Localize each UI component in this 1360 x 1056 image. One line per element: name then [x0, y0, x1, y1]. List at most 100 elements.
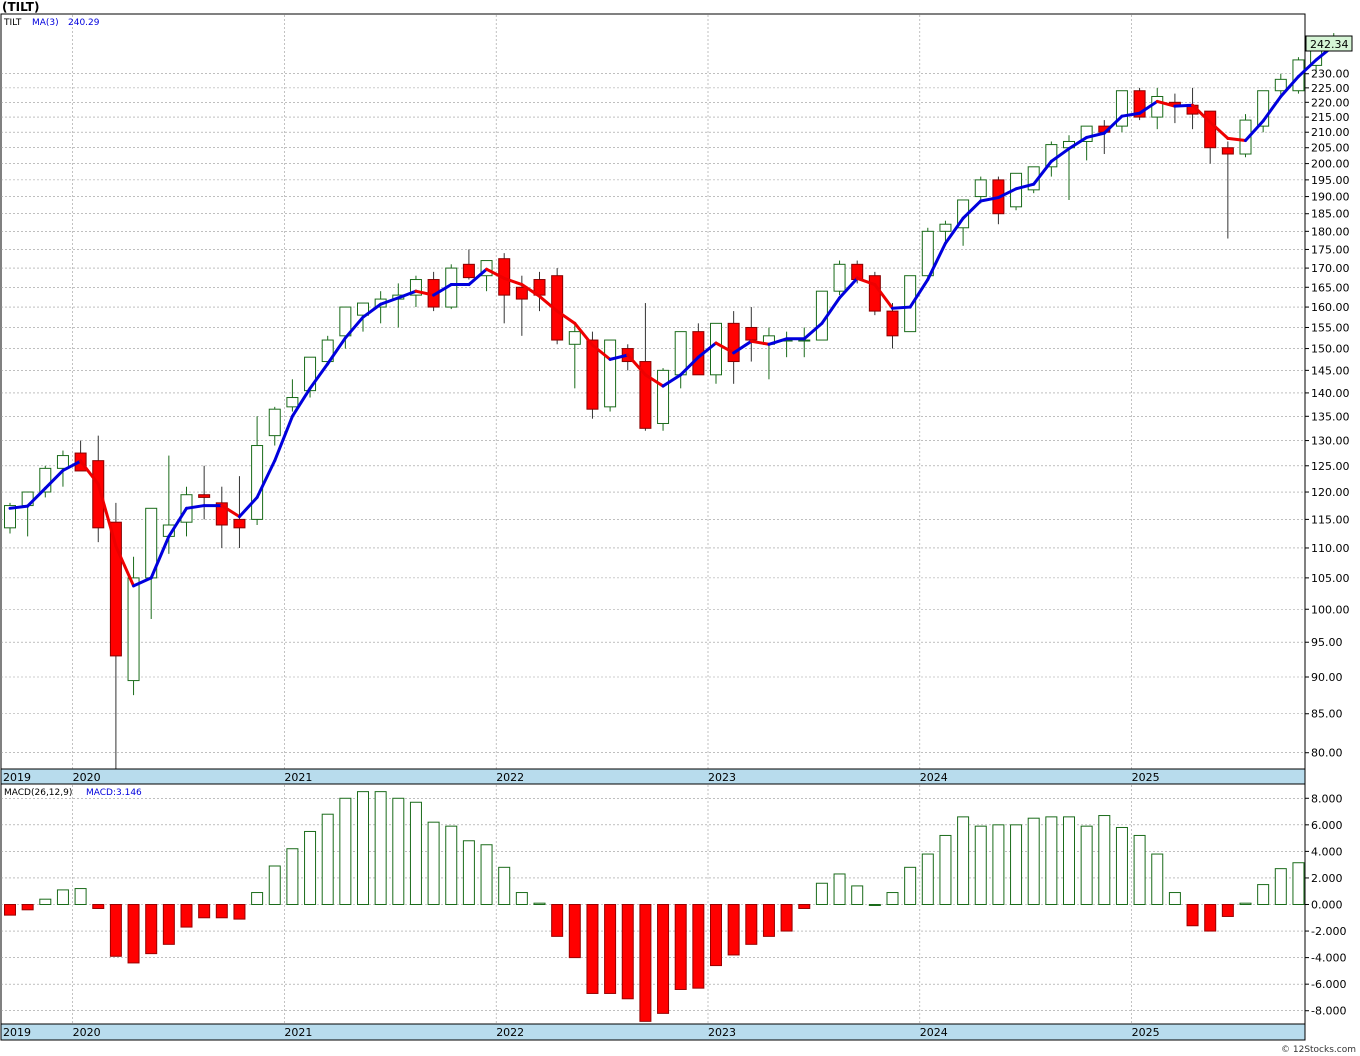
macd-bar	[1045, 816, 1058, 905]
macd-bar	[1292, 862, 1305, 905]
ma-segment	[749, 339, 771, 346]
macd-bar	[851, 885, 864, 906]
macd-bar	[780, 904, 793, 932]
candle-body	[974, 179, 987, 198]
ma-segment	[149, 534, 171, 580]
candle-body	[268, 408, 281, 437]
macd-bar	[1027, 817, 1040, 906]
macd-bar	[198, 904, 211, 919]
macd-bar	[427, 821, 440, 906]
macd-y-tick-label: 4.000	[1311, 845, 1343, 858]
price-y-tick-label: 120.00	[1311, 486, 1350, 499]
macd-bar	[1274, 868, 1287, 906]
candle-body	[286, 397, 299, 408]
macd-legend-params: MACD(26,12,9)	[4, 788, 72, 798]
candle-body	[1080, 125, 1093, 142]
price-y-tick-label: 190.00	[1311, 191, 1350, 204]
macd-bar	[727, 904, 740, 956]
ma-segment	[1067, 135, 1089, 151]
price-y-tick-label: 95.00	[1311, 636, 1343, 649]
macd-bar	[904, 866, 917, 905]
price-x-tick-label: 2025	[1132, 771, 1160, 784]
macd-y-tick-label: 8.000	[1311, 792, 1343, 805]
ma-segment	[573, 321, 594, 347]
ma-segment	[802, 321, 824, 341]
ma-segment	[1085, 131, 1106, 139]
ma-segment	[1279, 75, 1300, 98]
ma-segment	[432, 283, 453, 297]
ma-segment	[943, 216, 965, 245]
macd-bars	[4, 791, 1305, 1022]
macd-bar	[1133, 834, 1146, 906]
ma-segment	[1226, 136, 1247, 143]
last-price-label: 242.34	[1310, 38, 1349, 51]
macd-bar	[286, 848, 299, 906]
ma-segment	[1296, 58, 1318, 79]
candle-body	[39, 467, 52, 493]
macd-bar	[480, 844, 493, 905]
candle-body	[586, 339, 599, 410]
macd-bar	[233, 904, 246, 920]
ma-segment	[590, 343, 612, 361]
price-y-tick-label: 115.00	[1311, 513, 1350, 526]
ma-segment	[467, 267, 489, 287]
ma-segment	[1014, 182, 1036, 191]
price-x-axis: 2019 2020 2021 2022 2023 2024 2025	[3, 771, 1160, 784]
price-x-axis-band	[0, 768, 1306, 785]
ma-segment	[926, 241, 947, 282]
macd-bar	[1151, 853, 1164, 905]
macd-bar	[251, 892, 264, 905]
macd-bar	[798, 904, 811, 909]
candle-body	[710, 322, 722, 376]
price-y-tick-label: 125.00	[1311, 460, 1350, 473]
ma-segment	[273, 414, 294, 463]
macd-bar	[392, 797, 405, 905]
price-y-tick-label: 100.00	[1311, 603, 1350, 616]
price-y-tick-label: 230.00	[1311, 68, 1350, 81]
candle-body	[939, 223, 952, 232]
candle-body	[304, 356, 317, 392]
candle-body	[745, 326, 758, 341]
macd-bar	[586, 904, 599, 994]
price-y-tick-label: 140.00	[1311, 387, 1350, 400]
ma-segment	[396, 289, 418, 300]
candle-body	[904, 275, 917, 333]
candle-body	[515, 286, 528, 300]
candle-body	[462, 263, 475, 279]
macd-bar	[974, 825, 987, 906]
macd-bar	[498, 866, 511, 905]
price-y-axis: 80.00 85.00 90.00 95.00 100.00 105.00 110.00 11…	[1305, 68, 1350, 760]
ma-segment	[679, 355, 700, 377]
candle-body	[568, 331, 581, 345]
ma-segment	[1208, 120, 1230, 140]
ma-segment	[1049, 147, 1071, 163]
macd-bar	[462, 840, 475, 905]
price-y-tick-label: 155.00	[1311, 321, 1350, 334]
macd-bar	[692, 904, 705, 989]
ma-segment	[61, 459, 83, 472]
ma-segment	[43, 468, 65, 490]
candle-body	[233, 518, 246, 529]
candle-body	[251, 445, 264, 520]
macd-bar	[92, 904, 105, 909]
macd-bar	[710, 904, 722, 967]
price-legend-ma: MA(3)	[32, 18, 59, 28]
price-y-tick-label: 175.00	[1311, 243, 1350, 256]
ma-segment	[626, 353, 647, 377]
macd-bar	[1168, 892, 1181, 905]
ma-segment	[308, 362, 330, 390]
ma-segment	[414, 289, 436, 297]
candle-body	[833, 263, 846, 292]
price-y-tick-label: 80.00	[1311, 747, 1343, 760]
moving-average-line	[8, 44, 1336, 588]
ma-segment	[1261, 94, 1283, 123]
ma-segment	[255, 459, 277, 499]
ma-segment	[1032, 159, 1053, 186]
ma-segment	[643, 373, 665, 388]
candle-body	[727, 322, 740, 363]
price-x-tick-label: 2021	[284, 771, 312, 784]
price-y-tick-label: 195.00	[1311, 174, 1350, 187]
price-y-tick-label: 160.00	[1311, 301, 1350, 314]
macd-bar	[180, 904, 193, 928]
ma-segment	[379, 296, 400, 306]
